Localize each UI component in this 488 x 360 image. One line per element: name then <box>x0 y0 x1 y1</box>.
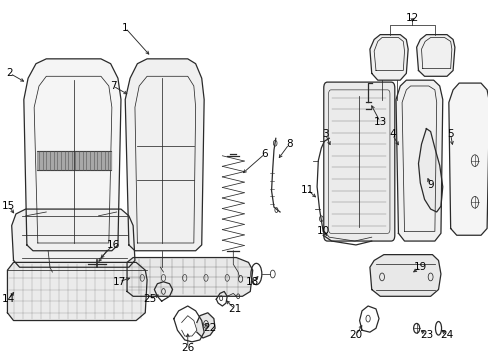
Text: 3: 3 <box>322 130 328 139</box>
Text: 5: 5 <box>447 130 453 139</box>
Text: 2: 2 <box>6 68 13 78</box>
Text: 21: 21 <box>227 304 241 314</box>
Polygon shape <box>125 59 203 251</box>
Text: 22: 22 <box>203 323 216 333</box>
Polygon shape <box>369 255 440 296</box>
Text: 24: 24 <box>440 330 453 340</box>
Polygon shape <box>7 262 147 320</box>
Polygon shape <box>197 313 215 338</box>
Polygon shape <box>24 59 121 251</box>
Text: 1: 1 <box>122 23 128 33</box>
Text: 25: 25 <box>142 294 156 304</box>
Polygon shape <box>395 80 442 241</box>
Text: 14: 14 <box>2 294 15 304</box>
Text: 13: 13 <box>373 117 386 127</box>
Polygon shape <box>12 209 135 267</box>
Text: 20: 20 <box>348 330 362 340</box>
Text: 23: 23 <box>419 330 432 340</box>
Text: 15: 15 <box>2 201 15 211</box>
Polygon shape <box>448 83 488 235</box>
Text: 9: 9 <box>427 180 433 190</box>
Text: 19: 19 <box>413 262 426 272</box>
Polygon shape <box>127 257 252 296</box>
Text: 26: 26 <box>181 343 194 353</box>
Text: 16: 16 <box>106 240 120 250</box>
Text: 7: 7 <box>109 81 116 91</box>
Text: 10: 10 <box>316 226 329 237</box>
Polygon shape <box>416 35 454 76</box>
Text: 17: 17 <box>112 277 125 287</box>
Text: 11: 11 <box>300 185 313 195</box>
Polygon shape <box>418 129 442 212</box>
FancyBboxPatch shape <box>323 82 394 241</box>
Text: 18: 18 <box>245 277 259 287</box>
Polygon shape <box>369 35 407 80</box>
Text: 8: 8 <box>285 139 292 149</box>
Text: 12: 12 <box>405 13 418 23</box>
Text: 6: 6 <box>261 149 267 159</box>
Text: 4: 4 <box>388 130 395 139</box>
